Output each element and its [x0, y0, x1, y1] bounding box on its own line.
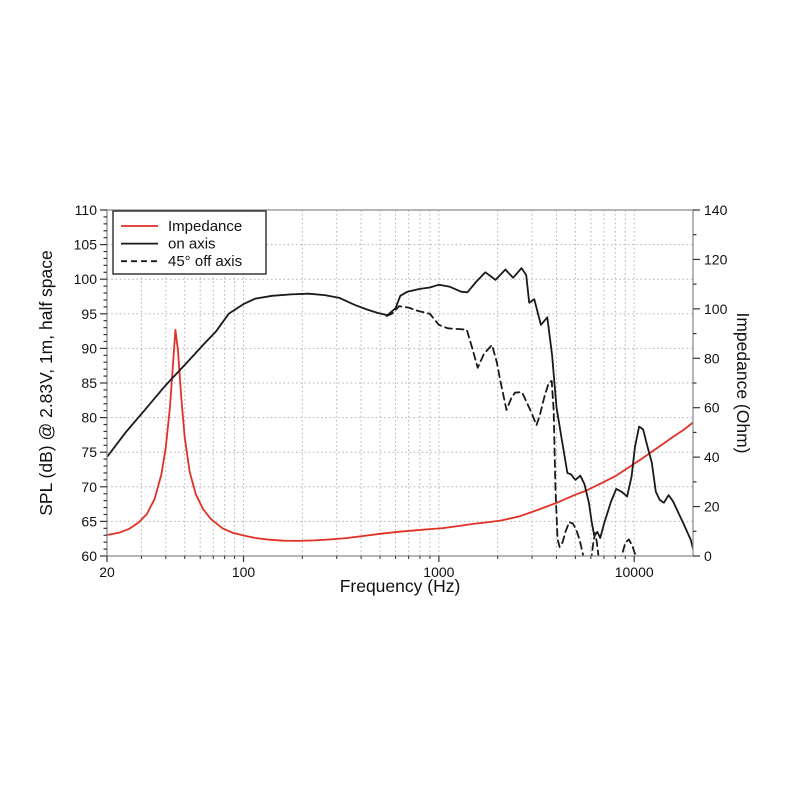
- legend-box: [112, 210, 267, 275]
- x-tick-label: 1000: [423, 564, 454, 580]
- x-axis-title: Frequency (Hz): [340, 576, 461, 596]
- y-left-tick-label: 65: [81, 513, 97, 529]
- curves: [107, 267, 693, 556]
- on-axis-curve: [107, 267, 693, 550]
- y-left-tick-label: 60: [81, 548, 97, 564]
- y-right-tick-label: 140: [704, 202, 728, 218]
- axis-tick-labels: 60 65 70 75 80 85 90 95 100 105 110 0 20 40 60 80 100 120…: [74, 202, 728, 580]
- axis-ticks: [100, 209, 700, 562]
- legend-label: on axis: [168, 236, 216, 253]
- y-left-tick-label: 105: [74, 237, 98, 253]
- y-left-axis-title: SPL (dB) @ 2.83V, 1m, half space: [36, 250, 56, 516]
- y-right-tick-label: 100: [704, 301, 728, 317]
- y-right-tick-label: 40: [704, 449, 720, 465]
- y-right-tick-label: 120: [704, 251, 728, 267]
- legend-label: 45° off axis: [168, 253, 242, 270]
- y-left-tick-label: 80: [81, 410, 97, 426]
- y-left-tick-label: 75: [81, 444, 97, 460]
- y-right-tick-label: 80: [704, 350, 720, 366]
- y-left-tick-label: 100: [74, 271, 98, 287]
- off-axis-45-curve: [385, 305, 637, 556]
- y-left-tick-label: 110: [75, 202, 98, 218]
- x-tick-label: 20: [99, 564, 115, 580]
- x-tick-label: 100: [232, 564, 256, 580]
- y-left-tick-label: 85: [81, 375, 97, 391]
- impedance-curve: [107, 329, 693, 542]
- y-left-tick-label: 90: [81, 340, 97, 356]
- y-right-tick-label: 0: [704, 548, 712, 564]
- y-right-axis-title: Impedance (Ohm): [733, 312, 753, 453]
- legend-label: Impedance: [168, 218, 242, 235]
- y-left-tick-label: 95: [81, 306, 97, 322]
- y-right-tick-label: 60: [704, 400, 720, 416]
- x-tick-label: 10000: [615, 564, 654, 580]
- y-left-tick-label: 70: [81, 479, 97, 495]
- y-right-tick-label: 20: [704, 499, 720, 515]
